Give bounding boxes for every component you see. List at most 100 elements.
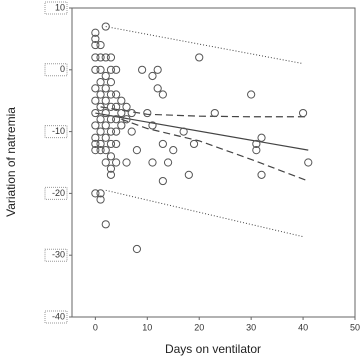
point [101, 22, 110, 31]
x-tick-label: 40 [298, 322, 308, 332]
point [101, 53, 110, 62]
point [96, 65, 105, 74]
point [91, 139, 100, 149]
point [210, 108, 219, 118]
point [91, 133, 100, 142]
point [106, 90, 116, 99]
point [122, 115, 131, 124]
fit-line [105, 26, 304, 65]
y-tick-label: 10 [55, 2, 65, 12]
y-tick-label: -30 [52, 250, 65, 260]
point [117, 121, 126, 130]
point [252, 139, 261, 149]
x-axis-title: Days on ventilator [165, 342, 261, 356]
point [96, 78, 105, 87]
point [96, 195, 105, 204]
point [112, 158, 121, 167]
point [96, 127, 105, 136]
point [148, 71, 157, 81]
point [117, 108, 126, 118]
y-tick-box [44, 125, 68, 139]
point [112, 65, 121, 74]
point [112, 127, 121, 136]
point [101, 71, 110, 81]
point [91, 121, 100, 130]
x-tick-label: 30 [246, 322, 256, 332]
point [148, 158, 157, 167]
point [153, 84, 162, 93]
point [91, 84, 100, 93]
point [106, 164, 116, 173]
point [179, 127, 188, 136]
point [106, 170, 116, 179]
x-tick-label: 10 [142, 322, 152, 332]
point [101, 158, 110, 167]
point [122, 102, 131, 111]
x-tick-label: 50 [350, 322, 360, 332]
point [138, 65, 147, 74]
point [106, 115, 116, 124]
point [101, 121, 110, 130]
fit-line [95, 112, 309, 151]
y-tick-box [44, 310, 68, 324]
point [257, 170, 266, 179]
point [91, 53, 100, 62]
point [122, 158, 131, 167]
plot-frame [71, 7, 356, 318]
point [112, 90, 121, 99]
point [257, 133, 266, 142]
point [153, 65, 162, 74]
point [117, 96, 126, 105]
point [91, 96, 100, 105]
fit-line [100, 106, 309, 118]
point [158, 90, 167, 99]
point [91, 65, 100, 74]
point [106, 127, 116, 136]
y-tick-box [44, 1, 68, 15]
point [101, 220, 110, 229]
point [252, 146, 261, 155]
y-tick-label: -10 [52, 126, 65, 136]
point [106, 53, 116, 62]
fit-line [105, 189, 304, 238]
point [101, 146, 110, 155]
point [96, 40, 105, 50]
point [96, 139, 105, 149]
point [101, 84, 110, 93]
point [91, 28, 100, 37]
point [106, 152, 116, 161]
point [96, 102, 105, 111]
point [96, 115, 105, 124]
y-tick-label: -40 [52, 311, 65, 321]
point [195, 53, 204, 62]
point [158, 139, 167, 149]
point [106, 102, 116, 111]
point [106, 78, 116, 87]
point [127, 127, 136, 136]
point [247, 90, 256, 99]
point [91, 189, 100, 198]
point [163, 158, 173, 167]
y-tick-label: 0 [60, 64, 65, 74]
point [143, 108, 152, 118]
point [101, 133, 110, 142]
y-tick-label: -20 [52, 188, 65, 198]
point [184, 170, 193, 179]
point [96, 189, 105, 198]
y-tick-box [44, 248, 68, 262]
point [96, 53, 105, 62]
point [112, 115, 121, 124]
point [91, 40, 100, 50]
point [96, 90, 105, 99]
point [112, 139, 121, 149]
point [169, 146, 178, 155]
point [132, 244, 142, 254]
fit-line [121, 118, 309, 182]
y-tick-box [44, 186, 68, 200]
point [112, 102, 121, 111]
point [148, 121, 157, 130]
point [101, 108, 110, 118]
point [91, 108, 100, 118]
point [106, 139, 116, 149]
